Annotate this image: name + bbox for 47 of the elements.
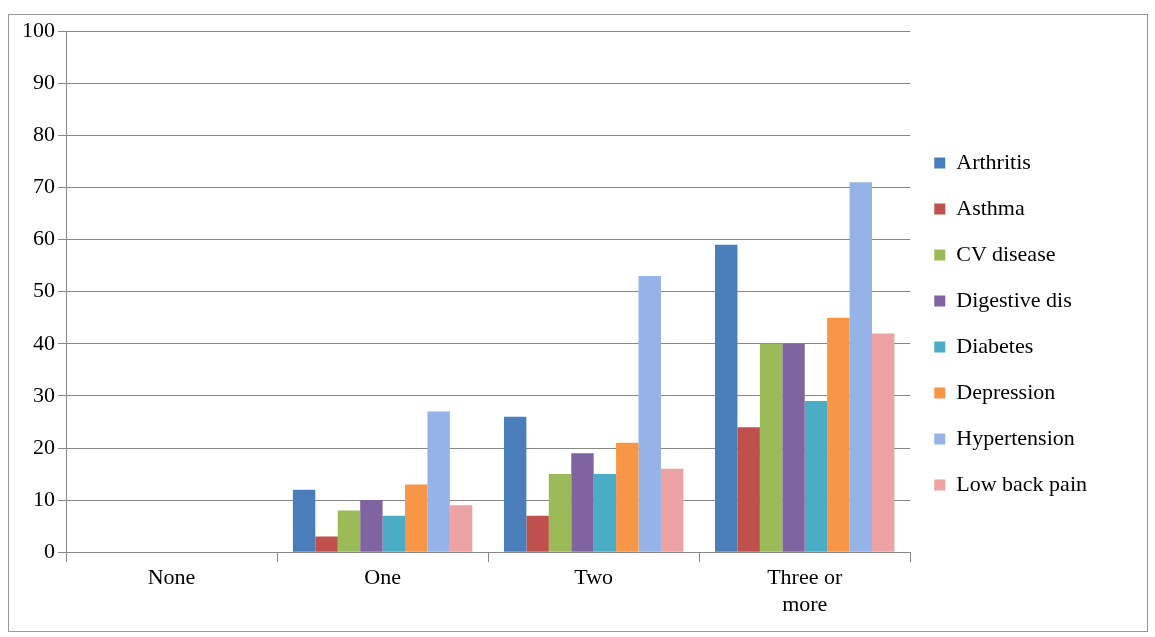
y-tick-label: 60 (33, 225, 55, 251)
bar (427, 411, 450, 552)
x-tick-label: None (147, 564, 196, 590)
bar (804, 401, 828, 552)
bar (382, 515, 406, 552)
y-tick-label: 70 (33, 173, 55, 199)
bar (571, 453, 594, 552)
bar (849, 182, 873, 552)
y-tick-label: 40 (33, 329, 55, 355)
bar (337, 510, 361, 552)
legend-label: Depression (956, 378, 1056, 404)
y-tick-label: 80 (33, 121, 55, 147)
bar (548, 474, 572, 552)
y-tick-label: 30 (33, 381, 55, 407)
bar (315, 536, 338, 552)
bar (616, 442, 639, 552)
bar (638, 276, 661, 552)
legend-label: Arthritis (956, 148, 1031, 174)
x-tick-label: One (364, 564, 401, 590)
y-tick-label: 90 (33, 69, 55, 95)
bar (526, 515, 549, 552)
bar (360, 500, 383, 552)
bar (449, 505, 473, 552)
y-tick-label: 50 (33, 277, 55, 303)
legend-label: Hypertension (956, 424, 1075, 450)
bar (782, 343, 805, 552)
bar (292, 489, 316, 552)
legend-label: Asthma (956, 194, 1025, 220)
bar (737, 427, 760, 552)
y-tick-label: 10 (33, 485, 55, 511)
bar (405, 484, 428, 552)
x-tick-label: Two (574, 564, 614, 590)
bar (759, 343, 783, 552)
y-tick-label: 20 (33, 433, 55, 459)
legend-label: Diabetes (956, 332, 1034, 358)
bar (827, 317, 850, 552)
legend-label: Digestive dis (956, 286, 1072, 312)
bar (593, 474, 617, 552)
legend-label: CV disease (956, 240, 1056, 266)
bar (715, 244, 738, 552)
legend-label: Low back pain (956, 470, 1087, 496)
bar (872, 333, 895, 552)
x-tick-label: Three or more (767, 564, 843, 616)
y-tick-label: 0 (44, 537, 55, 563)
bar (503, 416, 527, 552)
y-tick-label: 100 (22, 16, 55, 42)
bar (660, 468, 684, 552)
